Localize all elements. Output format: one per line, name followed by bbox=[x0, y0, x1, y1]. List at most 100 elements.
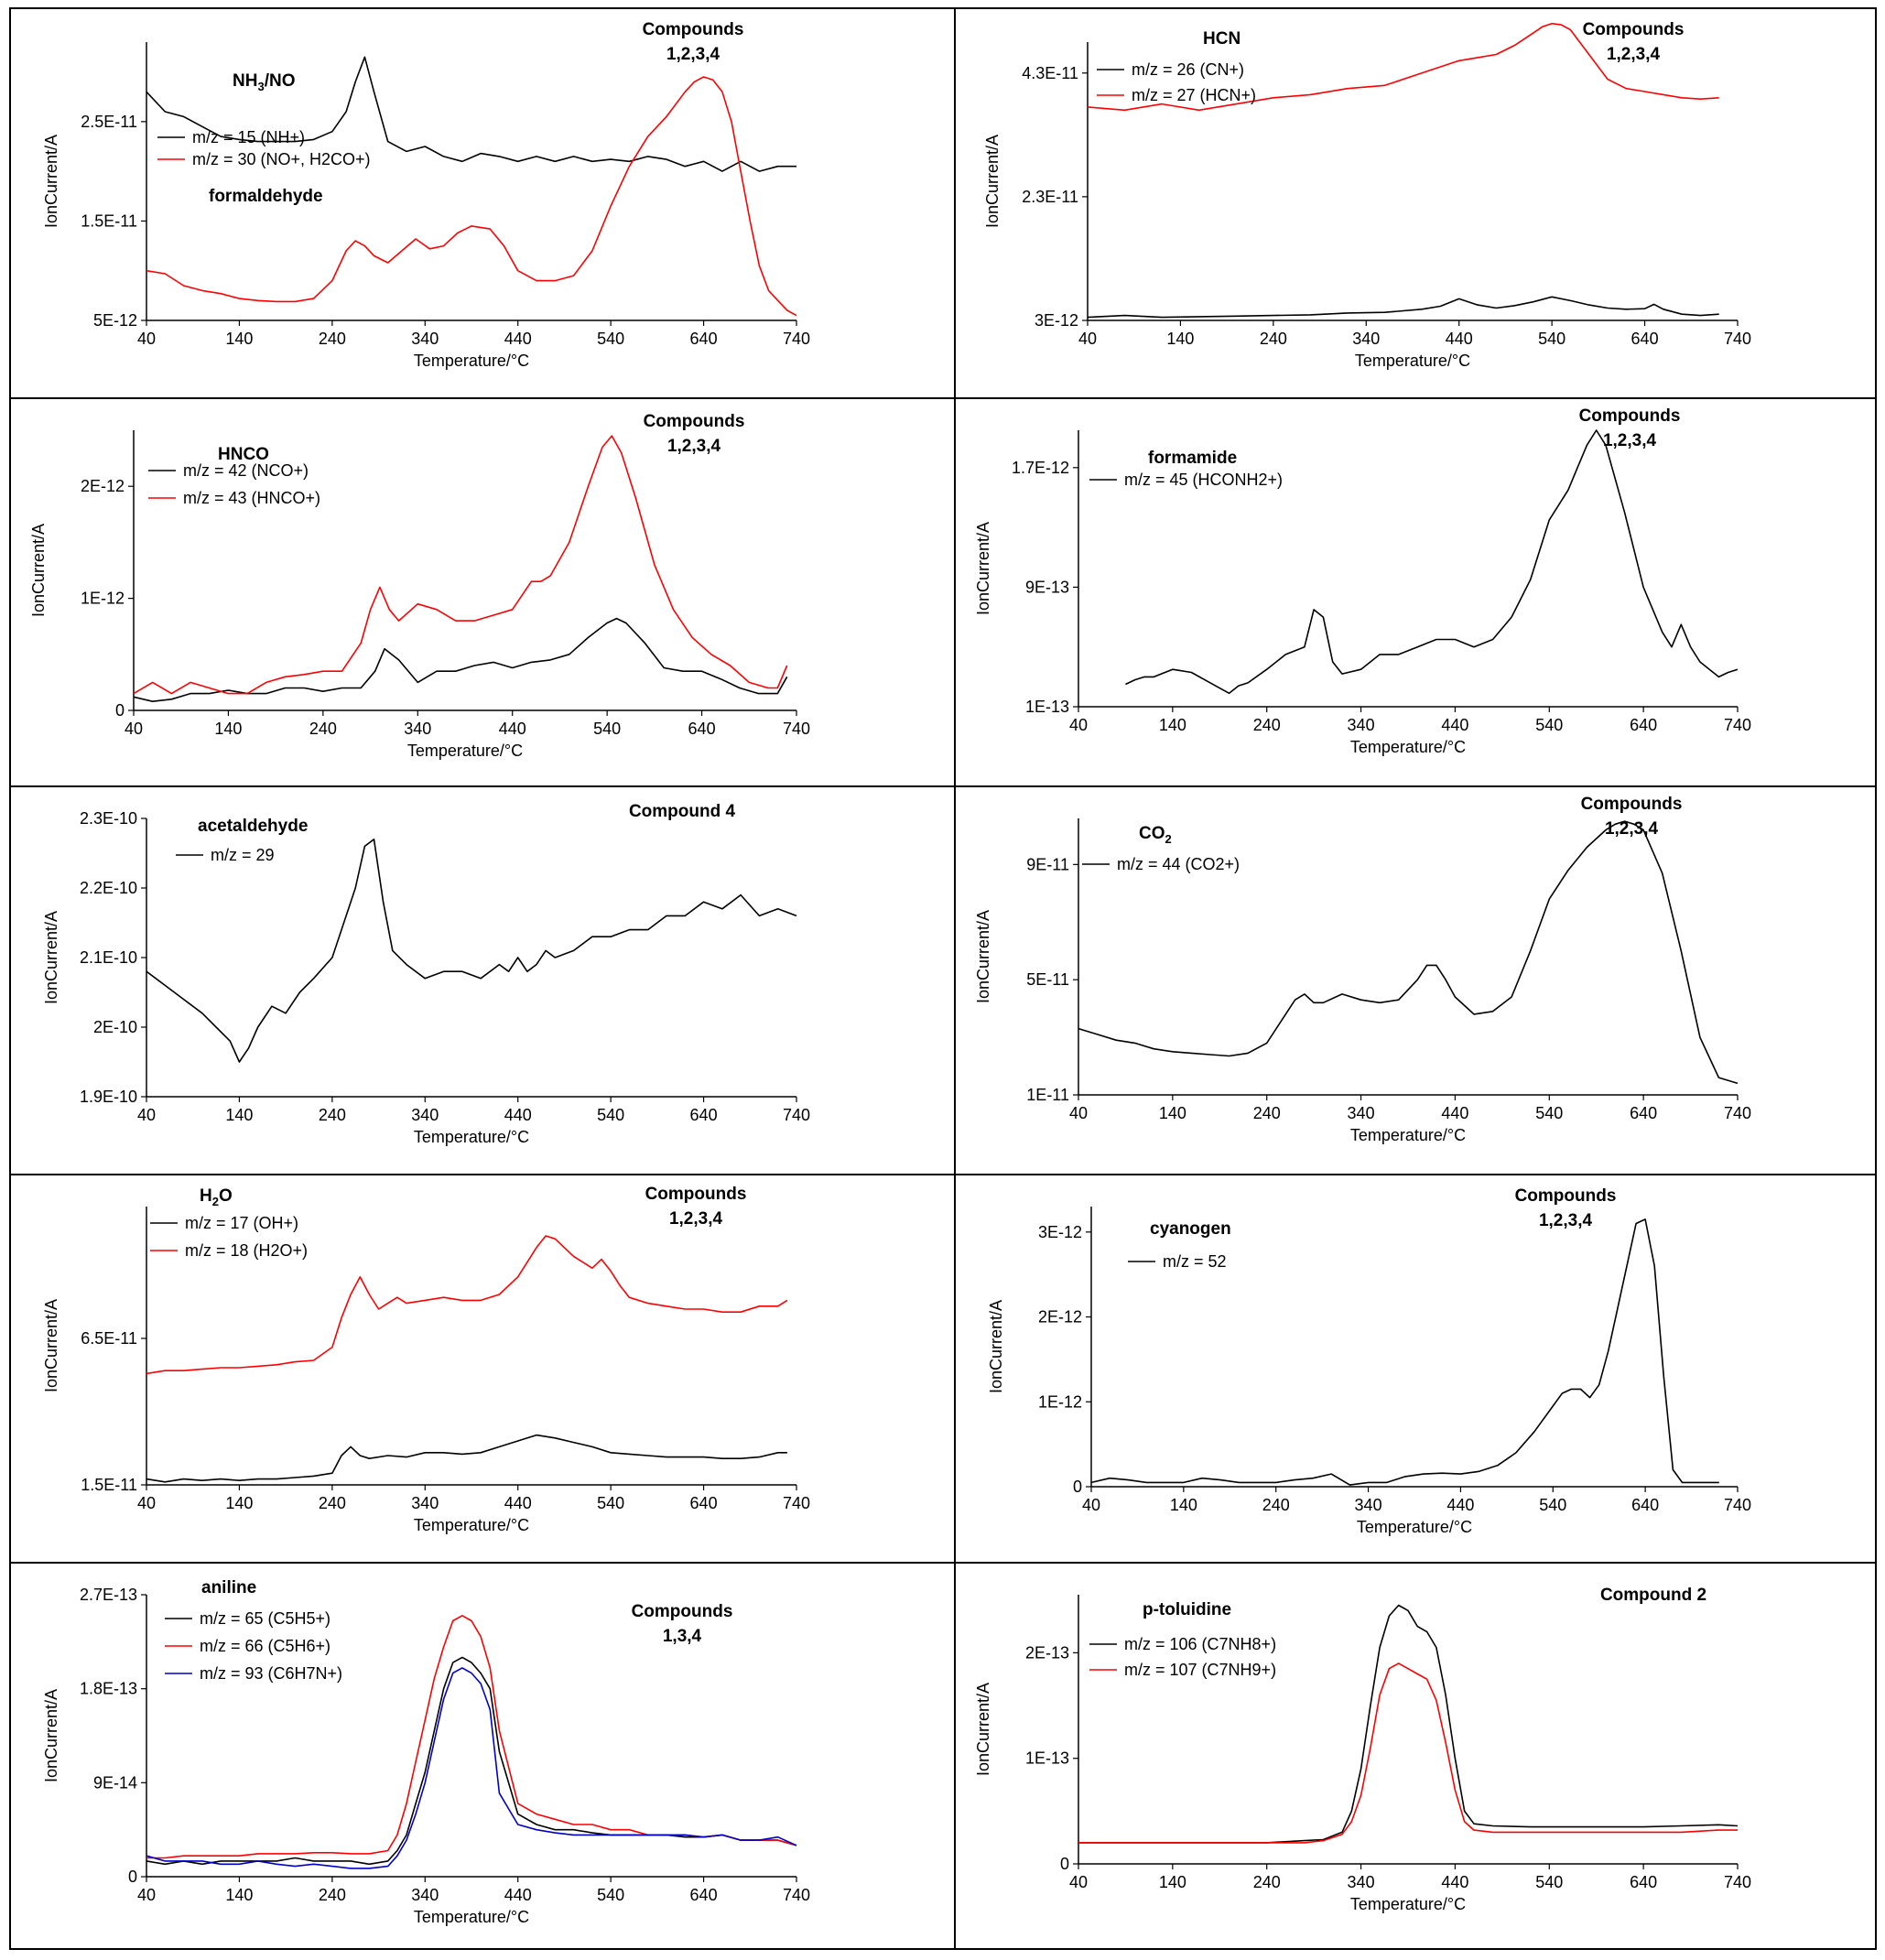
chart-cyanogen: 40 140 240 340 440 540 640 740 0 1E-12 2E-12 3E-12 T… bbox=[987, 1186, 1751, 1536]
x-tick-label: 540 bbox=[1535, 716, 1563, 734]
y-axis-label: IonCurrent/A bbox=[42, 1299, 60, 1392]
y-tick-label: 3E-12 bbox=[1038, 1223, 1082, 1241]
compounds-label: 1,2,3,4 bbox=[667, 437, 721, 456]
x-tick-label: 140 bbox=[225, 1886, 253, 1904]
y-tick-label: 0 bbox=[115, 701, 125, 720]
series-line-m-z-17-oh bbox=[146, 1434, 787, 1483]
y-tick-label: 0 bbox=[1060, 1855, 1069, 1873]
x-tick-label: 740 bbox=[1724, 330, 1751, 348]
x-tick-label: 40 bbox=[137, 330, 156, 348]
series-line-m-z-42-nco bbox=[133, 617, 788, 703]
y-axis-label: IonCurrent/A bbox=[42, 911, 60, 1004]
x-tick-label: 140 bbox=[1159, 1873, 1186, 1891]
y-tick-label: 1E-12 bbox=[1038, 1392, 1082, 1411]
legend-label: m/z = 66 (C5H6+) bbox=[200, 1637, 330, 1655]
species-label: formaldehyde bbox=[209, 187, 323, 206]
compounds-label: Compounds bbox=[1515, 1186, 1617, 1206]
x-tick-label: 740 bbox=[783, 1106, 810, 1124]
x-tick-label: 740 bbox=[1724, 1873, 1751, 1891]
series-line-m-z-27-hcn bbox=[1087, 22, 1719, 112]
y-tick-label: 1E-13 bbox=[1025, 698, 1069, 716]
x-tick-label: 440 bbox=[504, 330, 532, 348]
y-tick-label: 9E-13 bbox=[1025, 578, 1069, 596]
series-line-m-z-44-co2 bbox=[1078, 820, 1739, 1085]
x-tick-label: 440 bbox=[1446, 330, 1473, 348]
x-tick-label: 240 bbox=[319, 1106, 346, 1124]
x-tick-label: 40 bbox=[125, 720, 143, 738]
chart-acetaldehyde: 40 140 240 340 440 540 640 740 1.9E-10 2E-10 2.1E-… bbox=[42, 802, 810, 1146]
x-tick-label: 340 bbox=[1348, 716, 1375, 734]
compounds-label: 1,2,3,4 bbox=[1605, 819, 1659, 839]
x-tick-label: 340 bbox=[411, 330, 439, 348]
x-tick-label: 240 bbox=[1253, 1873, 1281, 1891]
row-divider bbox=[11, 1562, 1875, 1564]
x-axis-label: Temperature/°C bbox=[414, 352, 529, 370]
species-label: aniline bbox=[201, 1578, 256, 1597]
legend-label: m/z = 107 (C7NH9+) bbox=[1124, 1661, 1276, 1679]
species-label: p-toluidine bbox=[1143, 1600, 1231, 1619]
y-tick-label: 0 bbox=[1073, 1478, 1082, 1496]
x-tick-label: 140 bbox=[214, 720, 242, 738]
x-axis-label: Temperature/°C bbox=[414, 1908, 529, 1926]
y-tick-label: 5E-11 bbox=[1026, 970, 1069, 989]
legend-label: m/z = 52 bbox=[1163, 1252, 1227, 1271]
x-tick-label: 440 bbox=[504, 1106, 532, 1124]
y-axis-label: IonCurrent/A bbox=[974, 522, 992, 615]
x-tick-label: 240 bbox=[1253, 716, 1281, 734]
legend-label: m/z = 15 (NH+) bbox=[192, 128, 305, 146]
x-tick-label: 340 bbox=[1352, 330, 1380, 348]
x-tick-label: 440 bbox=[499, 720, 526, 738]
row-divider bbox=[11, 397, 1875, 399]
legend-label: m/z = 42 (NCO+) bbox=[183, 461, 309, 480]
legend-label: m/z = 106 (C7NH8+) bbox=[1124, 1635, 1276, 1653]
x-tick-label: 140 bbox=[1170, 1496, 1197, 1514]
x-tick-label: 140 bbox=[225, 1106, 253, 1124]
x-tick-label: 640 bbox=[690, 1886, 718, 1904]
series-line-m-z-29 bbox=[146, 838, 797, 1063]
chart-h2o: 40 140 240 340 440 540 640 740 1.5E-11 6.5E-11 Tem… bbox=[42, 1185, 810, 1534]
y-tick-label: 1E-11 bbox=[1026, 1086, 1069, 1104]
y-tick-label: 1.8E-13 bbox=[80, 1680, 137, 1698]
compounds-label: Compounds bbox=[632, 1602, 733, 1621]
x-tick-label: 640 bbox=[690, 330, 718, 348]
legend-label: m/z = 18 (H2O+) bbox=[185, 1241, 308, 1260]
y-tick-label: 9E-11 bbox=[1026, 855, 1069, 873]
y-tick-label: 1.5E-11 bbox=[81, 211, 137, 230]
x-axis-label: Temperature/°C bbox=[414, 1128, 529, 1146]
x-tick-label: 540 bbox=[1538, 330, 1565, 348]
legend-label: m/z = 27 (HCN+) bbox=[1132, 86, 1256, 104]
y-tick-label: 2.3E-10 bbox=[80, 809, 137, 828]
legend-label: m/z = 43 (HNCO+) bbox=[183, 489, 320, 507]
x-tick-label: 240 bbox=[1253, 1104, 1281, 1122]
x-tick-label: 740 bbox=[783, 330, 810, 348]
x-tick-label: 140 bbox=[225, 330, 253, 348]
legend-label: m/z = 44 (CO2+) bbox=[1117, 855, 1240, 873]
compounds-label: 1,2,3,4 bbox=[669, 1209, 723, 1229]
x-tick-label: 140 bbox=[1166, 330, 1194, 348]
compounds-label: 1,2,3,4 bbox=[1607, 45, 1661, 64]
x-tick-label: 640 bbox=[690, 1106, 718, 1124]
x-tick-label: 640 bbox=[688, 720, 716, 738]
x-tick-label: 340 bbox=[1348, 1104, 1375, 1122]
x-tick-label: 440 bbox=[504, 1494, 532, 1512]
x-tick-label: 40 bbox=[137, 1886, 156, 1904]
compounds-label: Compounds bbox=[643, 20, 744, 39]
x-tick-label: 540 bbox=[597, 1494, 624, 1512]
panel-hnco: 40 140 240 340 440 540 640 740 0 1E-12 2E-12 Temper… bbox=[11, 397, 952, 784]
y-tick-label: 6.5E-11 bbox=[81, 1329, 137, 1348]
compounds-label: 1,3,4 bbox=[663, 1627, 702, 1646]
x-tick-label: 40 bbox=[1069, 716, 1088, 734]
chart-hcn: 40 140 240 340 440 540 640 740 3E-12 2.3E-11 4.3E-… bbox=[983, 20, 1751, 370]
x-tick-label: 540 bbox=[1539, 1496, 1566, 1514]
x-tick-label: 440 bbox=[1441, 1873, 1468, 1891]
y-axis-label: IonCurrent/A bbox=[42, 1689, 60, 1782]
y-axis-label: IonCurrent/A bbox=[987, 1300, 1005, 1393]
x-axis-label: Temperature/°C bbox=[1355, 352, 1470, 370]
x-tick-label: 140 bbox=[225, 1494, 253, 1512]
column-divider bbox=[954, 9, 956, 1948]
x-tick-label: 440 bbox=[1441, 1104, 1468, 1122]
species-label: HCN bbox=[1203, 29, 1240, 49]
compounds-label: Compounds bbox=[1579, 406, 1681, 426]
x-tick-label: 240 bbox=[319, 1886, 346, 1904]
x-tick-label: 640 bbox=[1630, 1873, 1657, 1891]
